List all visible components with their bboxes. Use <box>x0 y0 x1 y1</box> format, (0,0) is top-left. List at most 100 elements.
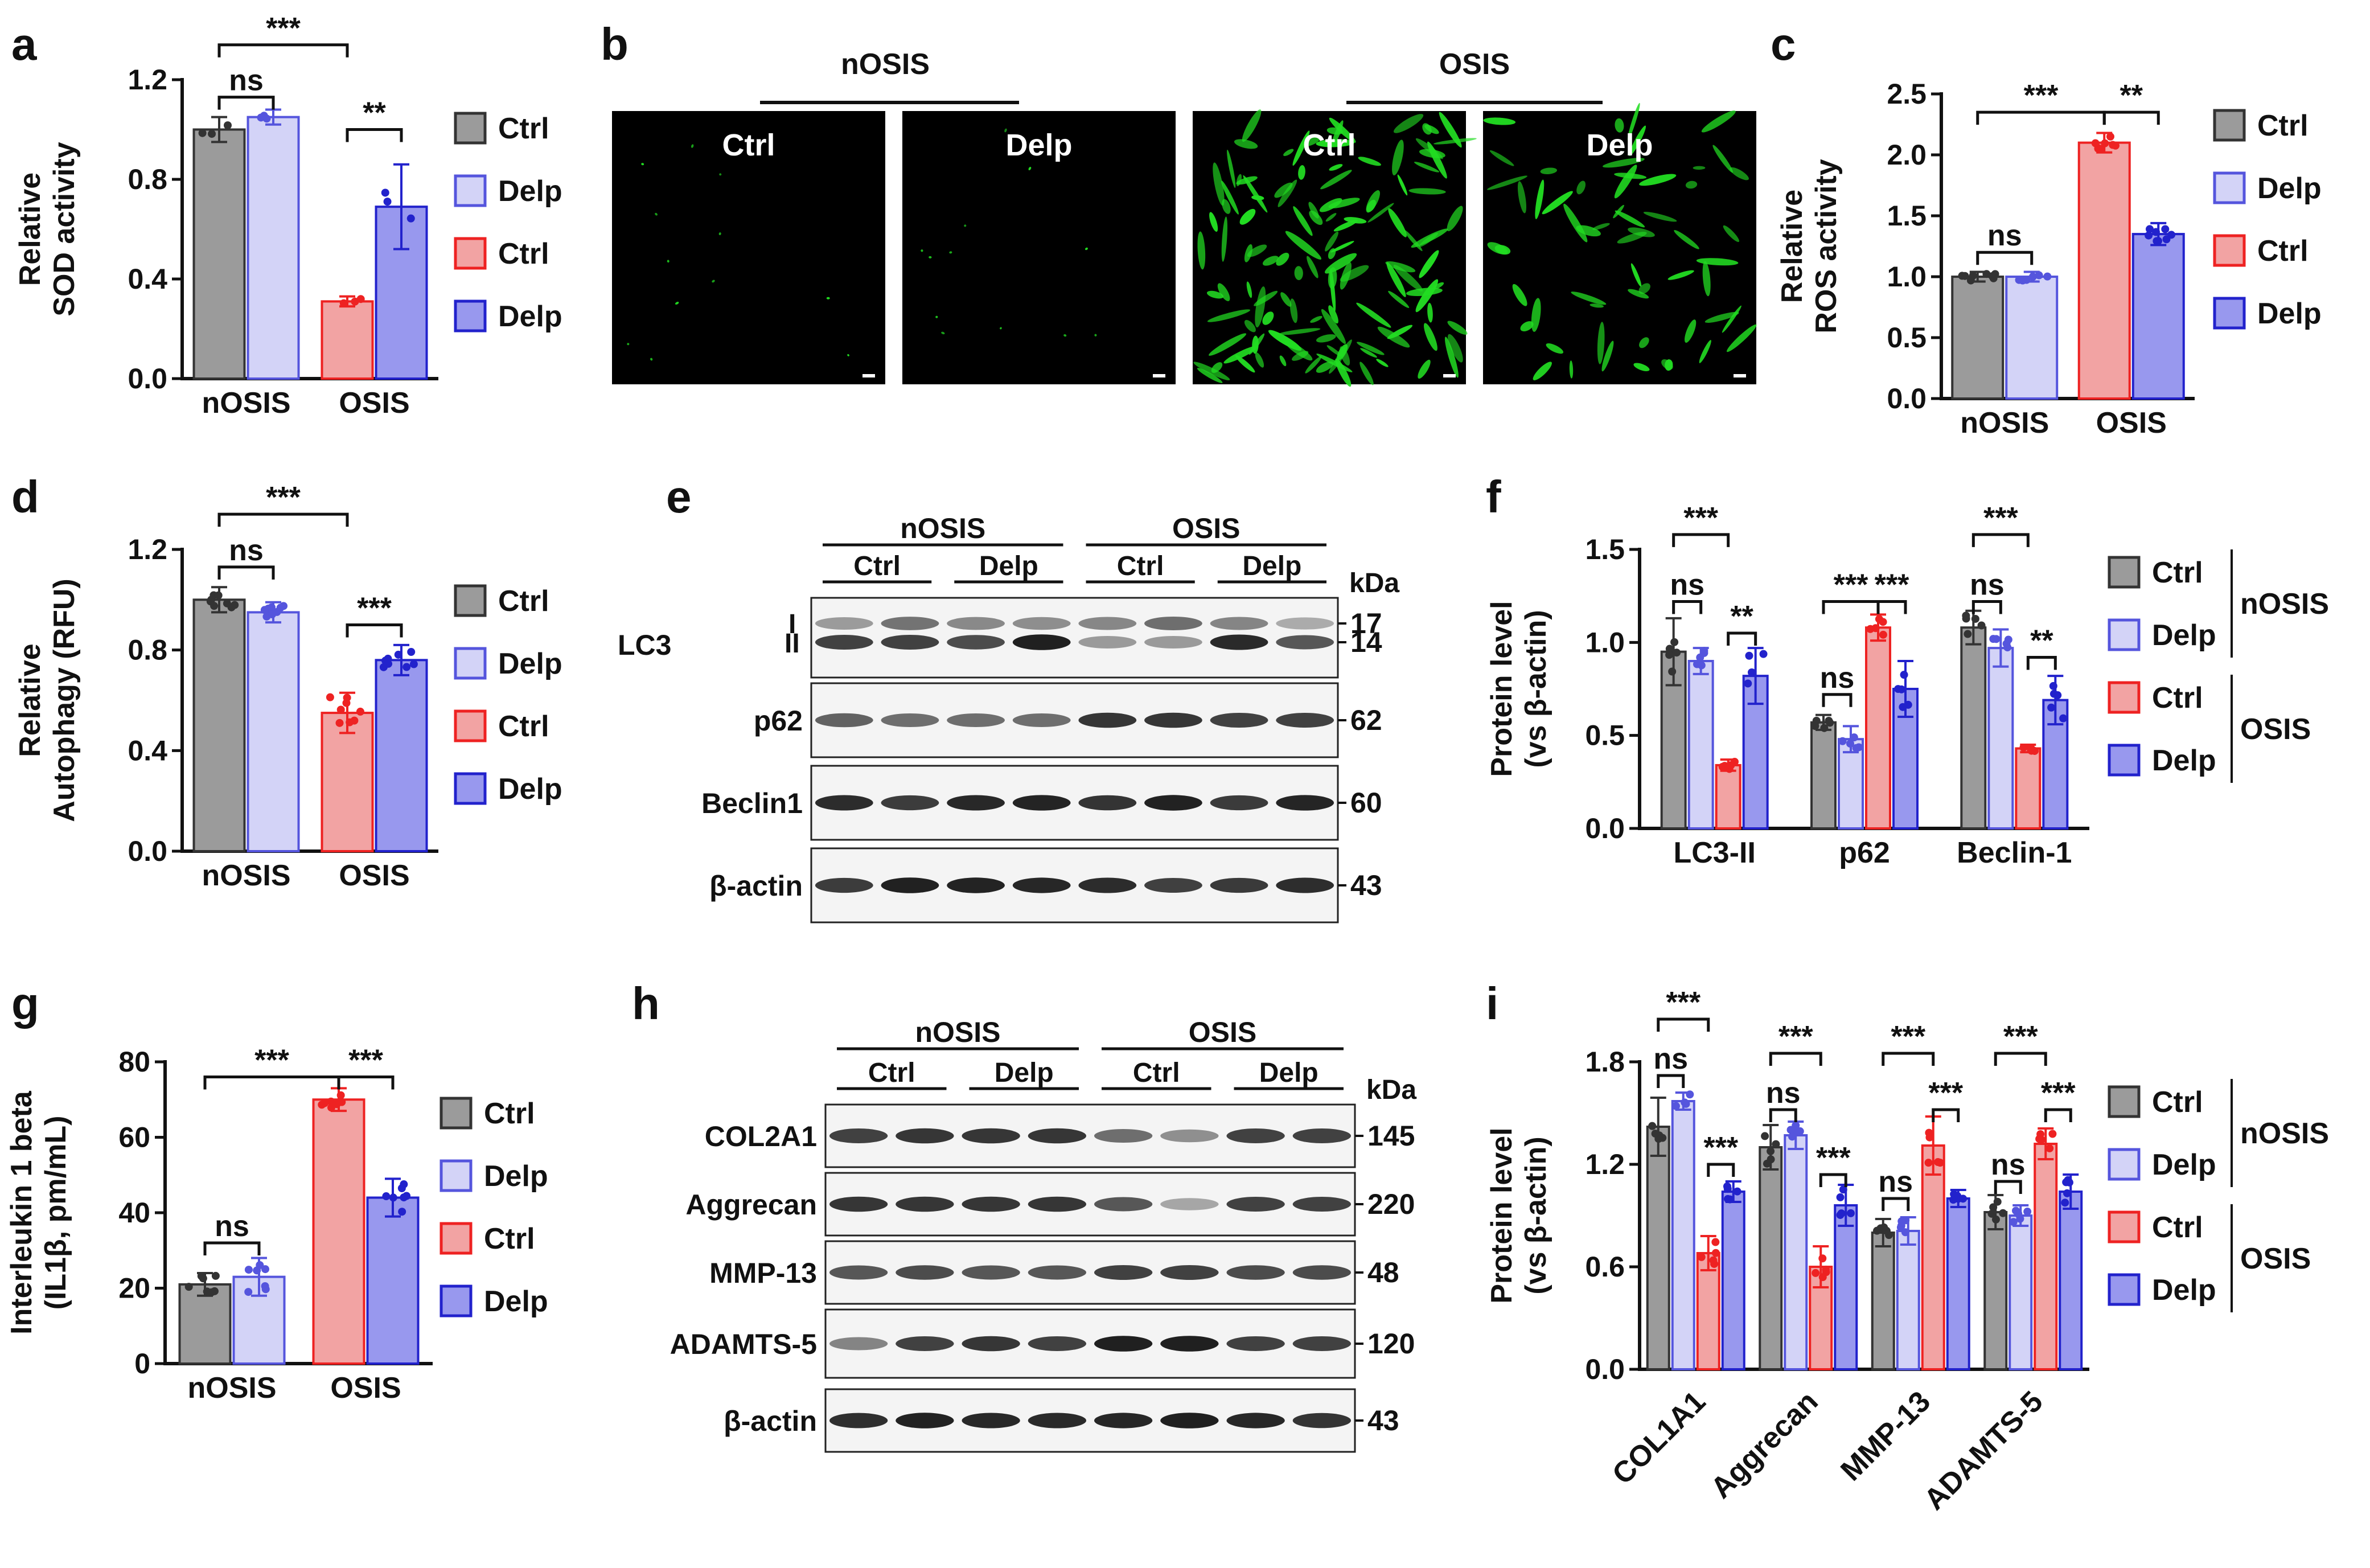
stained-cell <box>1320 170 1352 190</box>
data-point <box>1648 1122 1657 1130</box>
stained-cell <box>1085 247 1088 251</box>
data-point <box>1711 1238 1720 1246</box>
legend-swatch <box>440 1222 473 1255</box>
x-tick-label: OSIS <box>2096 407 2167 440</box>
stained-cell <box>1589 303 1604 308</box>
stained-cell <box>1408 188 1446 195</box>
stained-cell <box>1392 139 1404 176</box>
stained-cell <box>1207 309 1251 322</box>
data-point <box>1665 651 1674 659</box>
blot-protein-label: Aggrecan <box>685 1189 817 1221</box>
bar <box>321 300 374 380</box>
stained-cell <box>1414 162 1440 173</box>
blot-band <box>962 1196 1020 1212</box>
y-tick-label: 1.5 <box>1585 533 1625 565</box>
stained-cell <box>1305 356 1322 373</box>
data-point <box>1811 722 1819 730</box>
stained-cell <box>1303 136 1321 146</box>
blot-kda-value: 145 <box>1367 1120 1415 1152</box>
legend-swatch <box>2108 556 2141 589</box>
stained-cell <box>1418 359 1431 379</box>
chart-g-interleukin: 0 20 40 60 80 Interleukin 1 beta (IL1β, pm/mL)… <box>5 1044 548 1405</box>
bar <box>1784 1134 1808 1370</box>
blot-band <box>896 1413 954 1429</box>
blot-band <box>947 635 1005 650</box>
data-point <box>1961 272 1969 280</box>
blot-group-label: nOSIS <box>900 512 985 544</box>
stained-cell <box>1360 348 1377 358</box>
stained-cell <box>1285 231 1322 260</box>
legend-label: Ctrl <box>498 112 549 145</box>
stained-cell <box>1367 203 1394 223</box>
legend-label: Delp <box>498 647 562 680</box>
legend-swatch <box>2108 1273 2141 1306</box>
data-point <box>1850 733 1858 742</box>
blot-band <box>947 877 1005 893</box>
stained-cell <box>1614 173 1647 179</box>
legend-swatch <box>2108 681 2141 714</box>
blot-band <box>896 1336 954 1351</box>
stained-cell <box>1699 340 1711 363</box>
stained-cell <box>1325 213 1337 222</box>
data-point <box>1822 1265 1830 1274</box>
bar <box>2131 233 2185 400</box>
x-tick-label: nOSIS <box>187 1372 276 1405</box>
blot-band <box>1210 617 1268 630</box>
blot-band <box>1078 617 1137 630</box>
significance-bracket <box>1657 1074 1685 1088</box>
blot-band <box>962 1336 1020 1352</box>
data-point <box>1969 272 1977 280</box>
stained-cell <box>1243 175 1268 213</box>
bar <box>1838 738 1864 830</box>
significance-bracket <box>217 43 349 58</box>
stained-cell <box>641 163 644 166</box>
y-tick-label: 1.2 <box>128 533 167 565</box>
significance-bracket <box>1727 631 1757 646</box>
data-point <box>1925 1128 1933 1137</box>
data-point <box>1899 703 1907 711</box>
stained-cell <box>1221 180 1239 215</box>
significance-label: *** <box>266 481 301 514</box>
blot-band <box>1144 712 1202 728</box>
stained-cell <box>718 232 721 236</box>
stained-cell <box>1661 359 1673 370</box>
legend-label: Delp <box>2257 172 2322 205</box>
legend-label: Ctrl <box>484 1222 535 1255</box>
data-point <box>207 596 215 604</box>
stained-cell <box>1614 165 1637 199</box>
stained-cell <box>1730 167 1749 180</box>
stained-cell <box>1197 231 1206 270</box>
y-tick-label: 1.2 <box>1585 1148 1625 1180</box>
stained-cell <box>1330 241 1354 253</box>
stained-cell <box>1531 298 1541 332</box>
stained-cell <box>1340 262 1352 290</box>
significance-bracket <box>337 1076 395 1090</box>
blot-kda-unit: kDa <box>1349 568 1399 598</box>
stained-cell <box>1223 345 1259 364</box>
data-point <box>2019 743 2028 752</box>
y-tick-label: 80 <box>118 1046 150 1078</box>
significance-label: ** <box>363 97 386 130</box>
blot-protein-label: β-actin <box>724 1405 817 1437</box>
data-point <box>409 660 418 668</box>
bar <box>1759 1146 1783 1370</box>
y-tick-label: 1.8 <box>1585 1046 1625 1078</box>
blot-band <box>1292 1265 1352 1280</box>
scale-bar <box>1734 374 1746 377</box>
data-point <box>1668 667 1677 676</box>
stained-cell <box>1386 262 1406 297</box>
significance-bracket <box>1769 1108 1797 1122</box>
blot-band <box>1144 795 1202 811</box>
significance-label: *** <box>1778 1020 1813 1053</box>
significance-bracket <box>1971 533 2030 547</box>
stained-cell <box>1280 292 1292 307</box>
bar <box>321 712 374 853</box>
data-point <box>1873 1226 1882 1235</box>
stained-cell <box>691 144 694 148</box>
micrograph-group-label-nosis: nOSIS <box>841 48 930 81</box>
data-point <box>1812 1269 1820 1277</box>
data-point <box>1836 1210 1845 1219</box>
stained-cell <box>1329 268 1336 312</box>
stained-cell <box>1387 325 1413 339</box>
